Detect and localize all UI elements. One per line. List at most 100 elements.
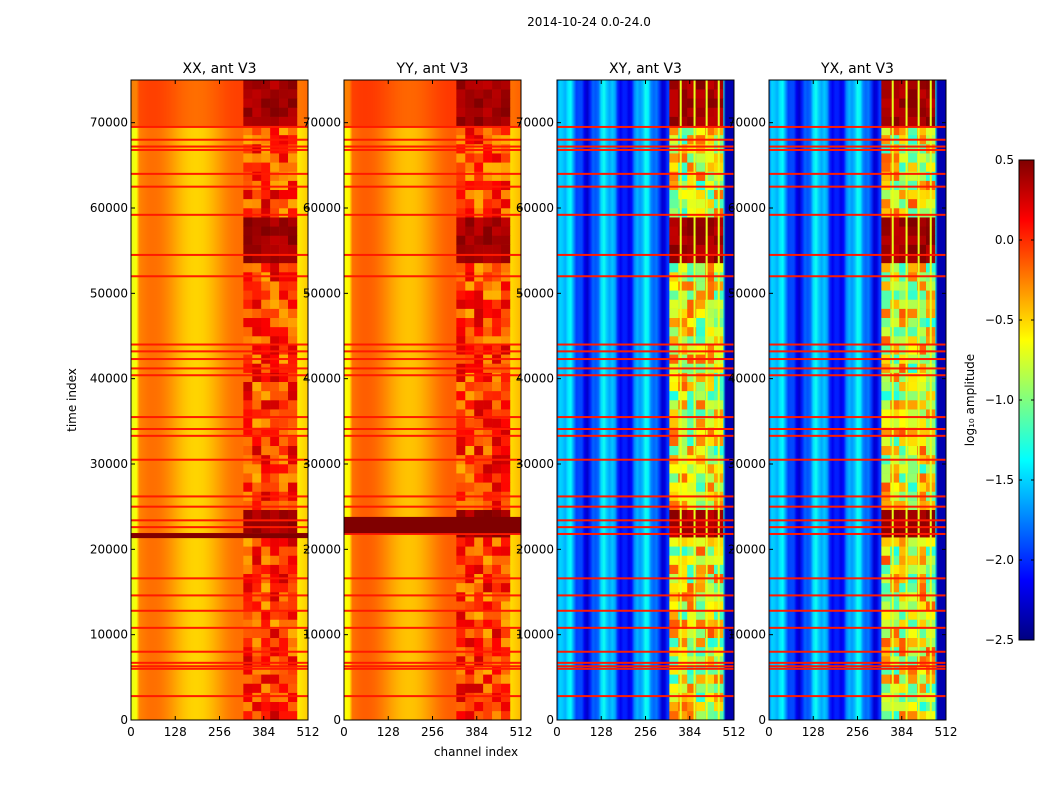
rfi-cell bbox=[908, 189, 918, 200]
rfi-cell bbox=[456, 582, 466, 593]
rfi-cell bbox=[881, 592, 891, 602]
rfi-cell bbox=[483, 582, 493, 593]
rfi-cell bbox=[678, 528, 688, 538]
rfi-cell bbox=[678, 418, 688, 428]
rfi-cell bbox=[261, 482, 271, 492]
rfi-cell bbox=[474, 299, 484, 309]
rfi-cell bbox=[669, 701, 679, 712]
rfi-cell bbox=[270, 253, 280, 264]
rfi-cell bbox=[288, 336, 298, 346]
rfi-cell bbox=[669, 144, 679, 154]
rfi-cell bbox=[890, 326, 900, 337]
rfi-cell bbox=[881, 144, 891, 154]
rfi-cell bbox=[705, 326, 715, 337]
rfi-cell bbox=[483, 500, 493, 511]
rfi-cell bbox=[474, 665, 484, 675]
flagged-row bbox=[769, 650, 946, 653]
rfi-cell bbox=[669, 336, 679, 346]
rfi-cell bbox=[687, 445, 697, 456]
rfi-cell bbox=[474, 445, 484, 456]
rfi-cell bbox=[705, 336, 715, 346]
rfi-cell bbox=[456, 445, 466, 456]
rfi-cell bbox=[917, 683, 927, 693]
rfi-cell bbox=[899, 162, 909, 172]
rfi-cell bbox=[492, 692, 502, 703]
rfi-cell bbox=[687, 226, 697, 236]
rfi-cell bbox=[270, 153, 280, 163]
flagged-row bbox=[131, 626, 308, 629]
rfi-cell bbox=[465, 628, 475, 639]
rfi-cell bbox=[678, 518, 688, 529]
rfi-cell bbox=[899, 628, 909, 639]
rfi-cell bbox=[678, 537, 688, 547]
rfi-cell bbox=[252, 418, 262, 428]
rfi-cell bbox=[678, 336, 688, 346]
flagged-row bbox=[131, 172, 308, 175]
rfi-cell bbox=[456, 235, 466, 245]
flagged-row bbox=[557, 665, 734, 668]
rfi-cell bbox=[890, 692, 900, 703]
rfi-cell bbox=[492, 427, 502, 437]
rfi-cell bbox=[899, 610, 909, 620]
rfi-cell bbox=[279, 427, 289, 437]
rfi-cell bbox=[687, 89, 697, 99]
rfi-cell bbox=[465, 546, 475, 556]
flagged-row bbox=[769, 343, 946, 346]
colorbar-tick-label: 0.5 bbox=[995, 153, 1014, 167]
rfi-cell bbox=[705, 308, 715, 319]
rfi-cell bbox=[899, 619, 909, 629]
rfi-cell bbox=[474, 98, 484, 108]
flagged-row bbox=[344, 343, 521, 346]
rfi-cell bbox=[261, 281, 271, 291]
rfi-cell bbox=[669, 637, 679, 648]
rfi-cell bbox=[908, 482, 918, 492]
rfi-cell bbox=[492, 436, 502, 447]
flagged-row bbox=[557, 434, 734, 437]
rfi-cell bbox=[243, 208, 253, 218]
rfi-cell bbox=[501, 409, 511, 419]
flagged-row bbox=[769, 695, 946, 698]
rfi-cell bbox=[917, 171, 927, 181]
rfi-cell bbox=[261, 436, 271, 447]
flagged-row bbox=[769, 275, 946, 278]
rfi-cell bbox=[669, 299, 679, 309]
rfi-cell bbox=[261, 400, 271, 410]
rfi-cell bbox=[917, 144, 927, 154]
rfi-cell bbox=[687, 473, 697, 483]
rfi-cell bbox=[908, 610, 918, 620]
rfi-cell bbox=[261, 381, 271, 392]
rfi-cell bbox=[456, 482, 466, 492]
rfi-cell bbox=[908, 381, 918, 392]
rfi-cell bbox=[678, 290, 688, 300]
rfi-cell bbox=[890, 262, 900, 273]
rfi-cell bbox=[270, 427, 280, 437]
x-tick-label: 0 bbox=[127, 725, 135, 739]
rfi-cell bbox=[252, 482, 262, 492]
rfi-cell bbox=[908, 683, 918, 693]
rfi-cell bbox=[881, 528, 891, 538]
rfi-cell bbox=[261, 217, 271, 227]
rfi-cell bbox=[474, 436, 484, 447]
rfi-cell bbox=[881, 89, 891, 99]
rfi-cell bbox=[474, 144, 484, 154]
rfi-cell bbox=[890, 555, 900, 565]
rfi-cell bbox=[270, 281, 280, 291]
rfi-cell bbox=[908, 144, 918, 154]
rfi-cell bbox=[899, 308, 909, 319]
rfi-cell bbox=[908, 464, 918, 474]
rfi-cell bbox=[917, 637, 927, 648]
rfi-cell bbox=[288, 116, 298, 127]
rfi-cell bbox=[678, 656, 688, 666]
rfi-cell bbox=[492, 308, 502, 319]
rfi-cell bbox=[890, 299, 900, 309]
rfi-cell bbox=[279, 144, 289, 154]
rfi-cell bbox=[501, 125, 511, 136]
flagged-row bbox=[344, 495, 521, 498]
rfi-cell bbox=[252, 198, 262, 209]
rfi-cell bbox=[917, 299, 927, 309]
rfi-cell bbox=[678, 308, 688, 319]
rfi-cell bbox=[261, 162, 271, 172]
rfi-cell bbox=[288, 180, 298, 191]
rfi-cell bbox=[492, 674, 502, 684]
